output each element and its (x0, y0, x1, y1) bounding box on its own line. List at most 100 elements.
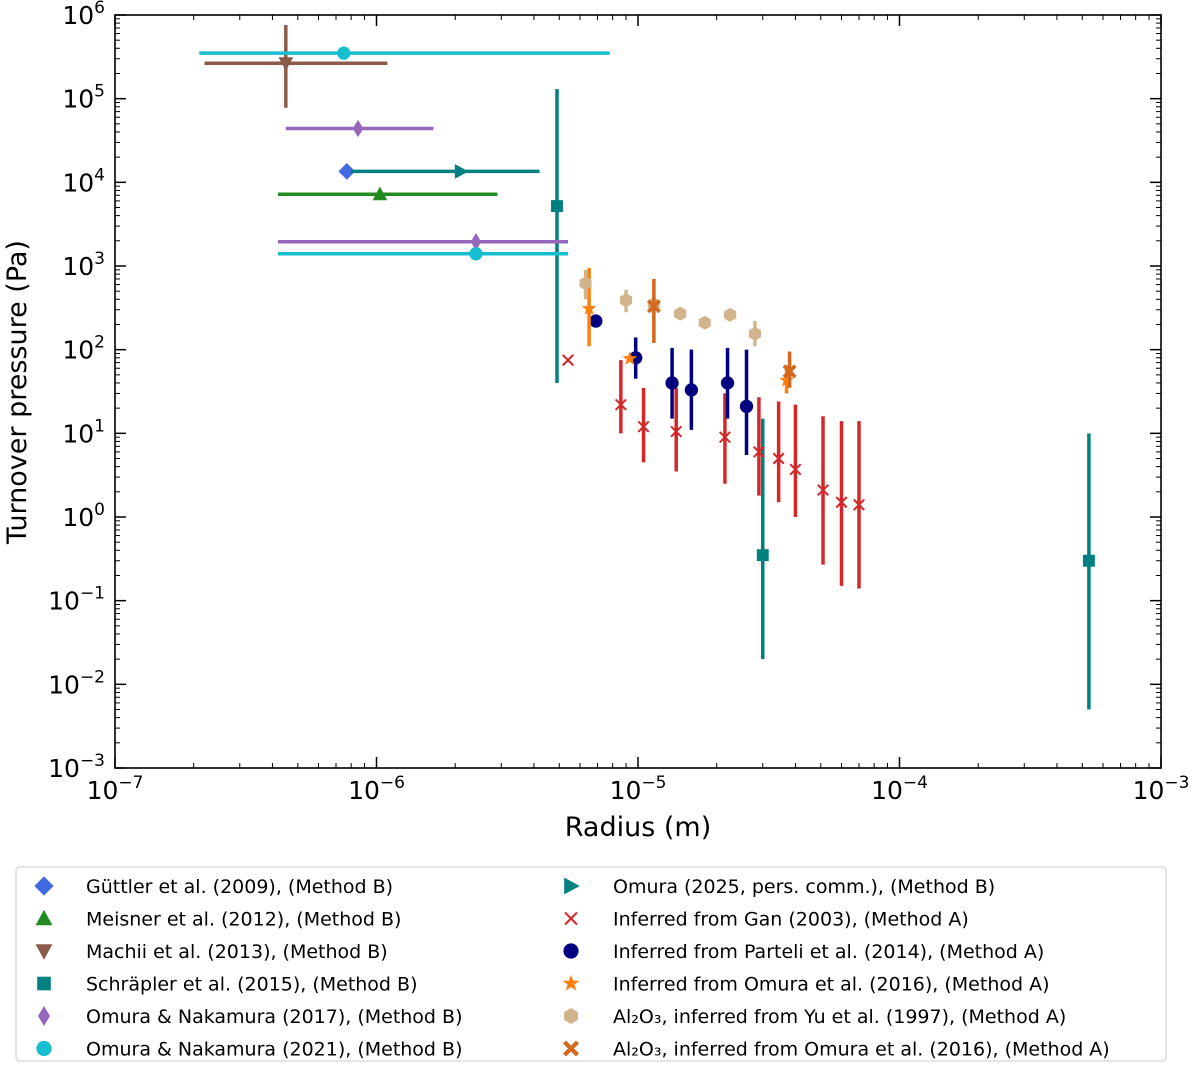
omura2016-point (622, 351, 638, 365)
gan-point (670, 425, 683, 438)
omura2017-point (352, 119, 364, 138)
meisner-point (372, 186, 388, 201)
gan-point (789, 463, 802, 476)
y-tick-label: 106 (62, 0, 105, 30)
schrapler-point (756, 549, 769, 562)
legend-entry-machii: Machii et al. (2013), (Method B) (35, 941, 388, 963)
legend-entry-gan: Inferred from Gan (2003), (Method A) (564, 909, 969, 931)
parteli-point (684, 383, 699, 397)
omura2016al-point (782, 364, 797, 379)
legend-label-meisner: Meisner et al. (2012), (Method B) (86, 909, 401, 931)
legend-marker-yu (564, 1008, 578, 1024)
y-axis-label: Turnover pressure (Pa) (2, 240, 33, 545)
gan-point (752, 445, 765, 458)
gan-point (562, 354, 574, 367)
gan-point (718, 431, 731, 444)
legend-marker-omura2025 (564, 877, 580, 895)
legend-entry-schrapler: Schräpler et al. (2015), (Method B) (37, 974, 417, 996)
omura2021-point (469, 247, 483, 261)
legend-marker-gan (564, 911, 578, 926)
legend-marker-schrapler (37, 976, 51, 991)
legend-marker-omura2017 (38, 1006, 50, 1026)
x-tick-label: 10−3 (1133, 773, 1190, 805)
omura2016-point (779, 372, 794, 387)
legend-label-omura2016al: Al₂O₃, inferred from Omura et al. (2016)… (613, 1039, 1110, 1061)
y-tick-label: 10−1 (48, 584, 105, 616)
machii-point (278, 57, 294, 71)
yu-point (724, 307, 737, 322)
x-tick-label: 10−6 (348, 773, 405, 805)
omura2016-point (581, 300, 597, 315)
y-tick-label: 10−3 (48, 751, 105, 783)
x-tick-label: 10−4 (871, 773, 928, 805)
y-tick-label: 101 (62, 416, 105, 448)
series-meisner (277, 186, 498, 201)
gan-point (772, 452, 785, 465)
legend-marker-parteli (563, 943, 579, 959)
x-tick-label: 10−5 (610, 773, 667, 805)
schrapler-point (1082, 554, 1095, 567)
parteli-point (665, 376, 679, 390)
parteli-point (589, 314, 603, 328)
legend-entry-omura2016al: Al₂O₃, inferred from Omura et al. (2016)… (563, 1039, 1110, 1061)
axis-ticks: 10−7 10−6 10−5 10−4 10−3 10−3 10−2 10−1 100 101 10… (48, 0, 1189, 805)
legend-label-yu: Al₂O₃, inferred from Yu et al. (1997), (… (613, 1006, 1066, 1028)
parteli-point (720, 376, 735, 390)
legend-entry-meisner: Meisner et al. (2012), (Method B) (35, 909, 401, 931)
y-tick-label: 102 (62, 333, 105, 365)
legend-entry-omura2017: Omura & Nakamura (2017), (Method B) (38, 1006, 462, 1028)
legend-entry-omura2016: Inferred from Omura et al. (2016), (Meth… (562, 974, 1050, 996)
x-axis-label: Radius (m) (565, 812, 711, 843)
y-tick-label: 105 (62, 82, 105, 114)
series-schrapler (551, 89, 1095, 710)
legend-entry-yu: Al₂O₃, inferred from Yu et al. (1997), (… (564, 1006, 1066, 1028)
legend-marker-meisner (35, 909, 53, 926)
series-omura2016al (646, 278, 797, 388)
legend-entry-omura2021: Omura & Nakamura (2021), (Method B) (36, 1039, 462, 1061)
legend-label-machii: Machii et al. (2013), (Method B) (86, 941, 388, 963)
series-guttler (338, 163, 356, 180)
legend-label-omura2021: Omura & Nakamura (2021), (Method B) (86, 1039, 462, 1061)
series-parteli (589, 314, 754, 456)
legend-marker-guttler (34, 876, 54, 896)
legend-label-omura2017: Omura & Nakamura (2017), (Method B) (86, 1006, 462, 1028)
schrapler-point (551, 200, 563, 213)
legend-label-omura2025: Omura (2025, pers. comm.), (Method B) (613, 876, 995, 898)
legend-entry-parteli: Inferred from Parteli et al. (2014), (Me… (563, 941, 1044, 963)
yu-point (579, 276, 592, 291)
omura2025-point (454, 164, 469, 179)
yu-point (620, 293, 633, 308)
omura2017-point (470, 233, 482, 251)
gan-point (614, 398, 627, 411)
series-gan (562, 354, 865, 589)
legend-label-parteli: Inferred from Parteli et al. (2014), (Me… (613, 941, 1044, 963)
y-tick-label: 104 (62, 165, 105, 197)
yu-point (748, 326, 761, 341)
legend-label-schrapler: Schräpler et al. (2015), (Method B) (86, 974, 417, 996)
legend-marker-omura2021 (36, 1040, 52, 1057)
omura2021-point (337, 46, 351, 60)
omura2016al-point (646, 299, 661, 314)
legend-marker-machii (35, 944, 53, 960)
guttler-point (338, 163, 356, 180)
legend: Güttler et al. (2009), (Method B) Meisner… (15, 866, 1167, 1062)
gan-point (835, 496, 848, 509)
data-marks (199, 24, 1095, 710)
legend-frame (15, 866, 1167, 1062)
series-omura2017 (277, 119, 569, 251)
legend-marker-omura2016al (563, 1040, 579, 1057)
parteli-point (739, 399, 754, 414)
legend-label-guttler: Güttler et al. (2009), (Method B) (86, 876, 393, 898)
legend-label-gan: Inferred from Gan (2003), (Method A) (613, 909, 969, 931)
gan-point (637, 420, 650, 433)
gan-point (853, 498, 865, 511)
legend-entry-omura2025: Omura (2025, pers. comm.), (Method B) (564, 876, 995, 898)
x-tick-label: 10−7 (87, 773, 144, 805)
series-machii (204, 24, 388, 108)
series-omura2025 (351, 164, 540, 179)
series-omura2021 (199, 46, 610, 261)
yu-point (674, 306, 687, 321)
legend-entry-guttler: Güttler et al. (2009), (Method B) (34, 876, 393, 898)
gan-point (817, 484, 829, 496)
